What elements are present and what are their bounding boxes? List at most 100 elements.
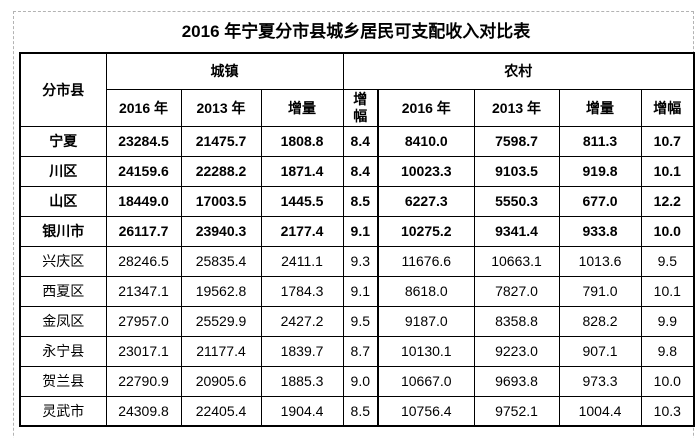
value-cell: 10.7	[640, 125, 695, 157]
value-cell: 1885.3	[260, 365, 344, 397]
value-cell: 2411.1	[260, 245, 344, 277]
value-cell: 25835.4	[180, 245, 262, 277]
group-header-rural: 农村	[342, 52, 695, 90]
value-cell: 5550.3	[473, 185, 560, 217]
table-row: 山区 18449.0 17003.5 1445.5 8.5 6227.3 5550.3 677…	[19, 185, 695, 217]
value-cell: 1904.4	[260, 395, 344, 427]
value-cell: 10.0	[640, 215, 695, 247]
col-header-rural-2013: 2013 年	[473, 88, 560, 127]
value-cell: 10756.4	[377, 395, 475, 427]
col-header-urban-2013: 2013 年	[180, 88, 262, 127]
value-cell: 973.3	[558, 365, 642, 397]
row-label-cell: 永宁县	[19, 335, 107, 367]
row-label-cell: 兴庆区	[19, 245, 107, 277]
value-cell: 8618.0	[377, 275, 475, 307]
value-cell: 28246.5	[105, 245, 182, 277]
value-cell: 6227.3	[377, 185, 475, 217]
table-row: 金凤区 27957.0 25529.9 2427.2 9.5 9187.0 8358.8 82…	[19, 305, 695, 337]
value-cell: 12.2	[640, 185, 695, 217]
value-cell: 8358.8	[473, 305, 560, 337]
col-header-urban-increase: 增量	[260, 88, 344, 127]
value-cell: 20905.6	[180, 365, 262, 397]
value-cell: 1445.5	[260, 185, 344, 217]
value-cell: 907.1	[558, 335, 642, 367]
value-cell: 10023.3	[377, 155, 475, 187]
value-cell: 21347.1	[105, 275, 182, 307]
value-cell: 2177.4	[260, 215, 344, 247]
value-cell: 1013.6	[558, 245, 642, 277]
value-cell: 9693.8	[473, 365, 560, 397]
value-cell: 21177.4	[180, 335, 262, 367]
row-label-cell: 西夏区	[19, 275, 107, 307]
value-cell: 10.0	[640, 365, 695, 397]
value-cell: 8.7	[342, 335, 379, 367]
value-cell: 10275.2	[377, 215, 475, 247]
value-cell: 9187.0	[377, 305, 475, 337]
value-cell: 8.5	[342, 185, 379, 217]
table-row: 川区 24159.6 22288.2 1871.4 8.4 10023.3 9103.5 91…	[19, 155, 695, 187]
value-cell: 919.8	[558, 155, 642, 187]
value-cell: 25529.9	[180, 305, 262, 337]
value-cell: 7827.0	[473, 275, 560, 307]
value-cell: 1839.7	[260, 335, 344, 367]
value-cell: 828.2	[558, 305, 642, 337]
header-column-row: 2016 年 2013 年 增量 增幅 2016 年 2013 年 增量 增幅	[20, 88, 695, 127]
value-cell: 9223.0	[473, 335, 560, 367]
value-cell: 9.1	[342, 215, 379, 247]
value-cell: 10.1	[640, 155, 695, 187]
table-row: 永宁县 23017.1 21177.4 1839.7 8.7 10130.1 9223.0 9…	[19, 335, 695, 367]
col-header-urban-2016: 2016 年	[105, 88, 182, 127]
row-label-cell: 川区	[19, 155, 107, 187]
value-cell: 9752.1	[473, 395, 560, 427]
header-group-row: 分市县 城镇 农村	[19, 52, 695, 127]
value-cell: 21475.7	[180, 125, 262, 157]
row-label-cell: 贺兰县	[19, 365, 107, 397]
value-cell: 9341.4	[473, 215, 560, 247]
value-cell: 791.0	[558, 275, 642, 307]
corner-header: 分市县	[19, 52, 107, 127]
value-cell: 11676.6	[377, 245, 475, 277]
value-cell: 22288.2	[180, 155, 262, 187]
value-cell: 22790.9	[105, 365, 182, 397]
value-cell: 677.0	[558, 185, 642, 217]
table-row: 兴庆区 28246.5 25835.4 2411.1 9.3 11676.6 10663.1…	[19, 245, 695, 277]
row-label-cell: 灵武市	[19, 395, 107, 427]
row-label-cell: 金凤区	[19, 305, 107, 337]
table-title: 2016 年宁夏分市县城乡居民可支配收入对比表	[181, 22, 531, 41]
value-cell: 23017.1	[105, 335, 182, 367]
table-row: 灵武市 24309.8 22405.4 1904.4 8.5 10756.4 9752.1 1…	[19, 395, 695, 427]
value-cell: 23940.3	[180, 215, 262, 247]
col-header-urban-growth: 增幅	[342, 88, 379, 127]
value-cell: 10.1	[640, 275, 695, 307]
value-cell: 8.5	[342, 395, 379, 427]
table-row: 贺兰县 22790.9 20905.6 1885.3 9.0 10667.0 9693.8 9…	[19, 365, 695, 397]
value-cell: 9.0	[342, 365, 379, 397]
value-cell: 1808.8	[260, 125, 344, 157]
value-cell: 8.4	[342, 125, 379, 157]
value-cell: 17003.5	[180, 185, 262, 217]
value-cell: 10.3	[640, 395, 695, 427]
col-header-rural-2016: 2016 年	[377, 88, 475, 127]
value-cell: 7598.7	[473, 125, 560, 157]
value-cell: 811.3	[558, 125, 642, 157]
table-body: 宁夏 23284.5 21475.7 1808.8 8.4 8410.0 7598.7 811…	[19, 125, 695, 427]
value-cell: 24309.8	[105, 395, 182, 427]
value-cell: 26117.7	[105, 215, 182, 247]
value-cell: 27957.0	[105, 305, 182, 337]
row-label-cell: 山区	[19, 185, 107, 217]
value-cell: 9.9	[640, 305, 695, 337]
value-cell: 1784.3	[260, 275, 344, 307]
col-header-urban-growth-label: 增幅	[353, 90, 368, 124]
value-cell: 9.8	[640, 335, 695, 367]
table-row: 西夏区 21347.1 19562.8 1784.3 9.1 8618.0 7827.0 79…	[19, 275, 695, 307]
value-cell: 9.5	[640, 245, 695, 277]
group-header-urban: 城镇	[105, 52, 344, 90]
value-cell: 18449.0	[105, 185, 182, 217]
value-cell: 2427.2	[260, 305, 344, 337]
table-row: 宁夏 23284.5 21475.7 1808.8 8.4 8410.0 7598.7 811…	[19, 125, 695, 157]
value-cell: 1004.4	[558, 395, 642, 427]
col-header-rural-growth: 增幅	[640, 88, 695, 127]
value-cell: 8.4	[342, 155, 379, 187]
value-cell: 9.1	[342, 275, 379, 307]
row-label-cell: 宁夏	[19, 125, 107, 157]
